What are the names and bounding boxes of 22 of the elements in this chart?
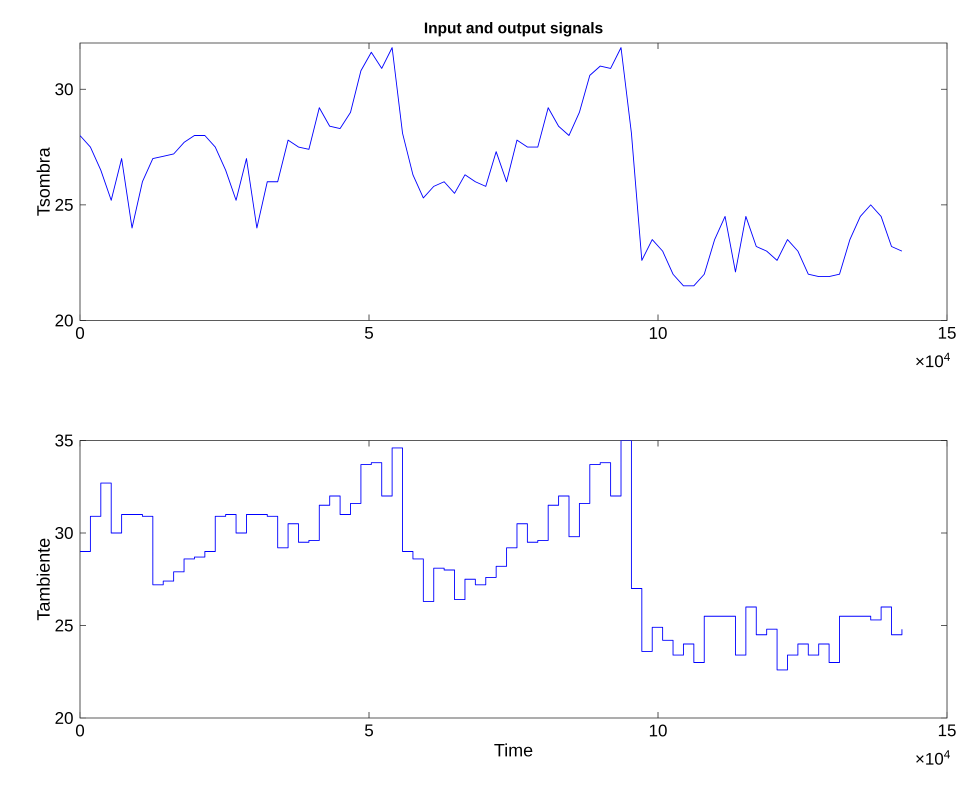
x-tick-label: 5: [364, 724, 373, 736]
y-axis-title: Tambiente: [36, 538, 50, 620]
text: ×10$^{4}$: [916, 750, 950, 765]
y-tick-label: 25: [56, 620, 73, 632]
x-tick-label: 10: [650, 327, 667, 340]
y-tick-label: 20: [56, 314, 73, 326]
y-axis-title: Tsombra: [36, 147, 50, 216]
x-tick-label: 15: [938, 724, 956, 736]
chart-title: Input and output signals: [424, 22, 603, 36]
x-axis-title: Time: [494, 743, 532, 757]
x-tick-label: 15: [938, 327, 956, 339]
line-series: [80, 47, 902, 286]
x-tick-label: 0: [76, 327, 84, 340]
y-tick-label: 30: [55, 83, 73, 96]
x-tick-label: 5: [364, 327, 373, 339]
y-tick-label: 30: [55, 527, 73, 539]
x-tick-label: 0: [76, 724, 84, 737]
y-tick-label: 25: [56, 198, 73, 211]
y-tick-label: 20: [56, 712, 73, 724]
text: ×10$^{4}$: [916, 352, 950, 368]
y-tick-label: 35: [55, 434, 73, 446]
x-tick-label: 10: [650, 724, 667, 737]
